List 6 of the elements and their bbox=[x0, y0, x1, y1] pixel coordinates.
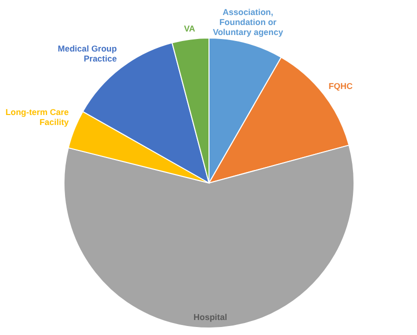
slice-label: Hospital bbox=[194, 312, 228, 322]
slice-label: Association, Foundation or Voluntary agency bbox=[212, 7, 284, 38]
slice-label: VA bbox=[184, 23, 196, 34]
slice-label: Medical Group Practice bbox=[58, 43, 118, 64]
slice-label: FQHC bbox=[328, 80, 353, 91]
slice-label: Long-term Care Facility bbox=[5, 106, 70, 127]
